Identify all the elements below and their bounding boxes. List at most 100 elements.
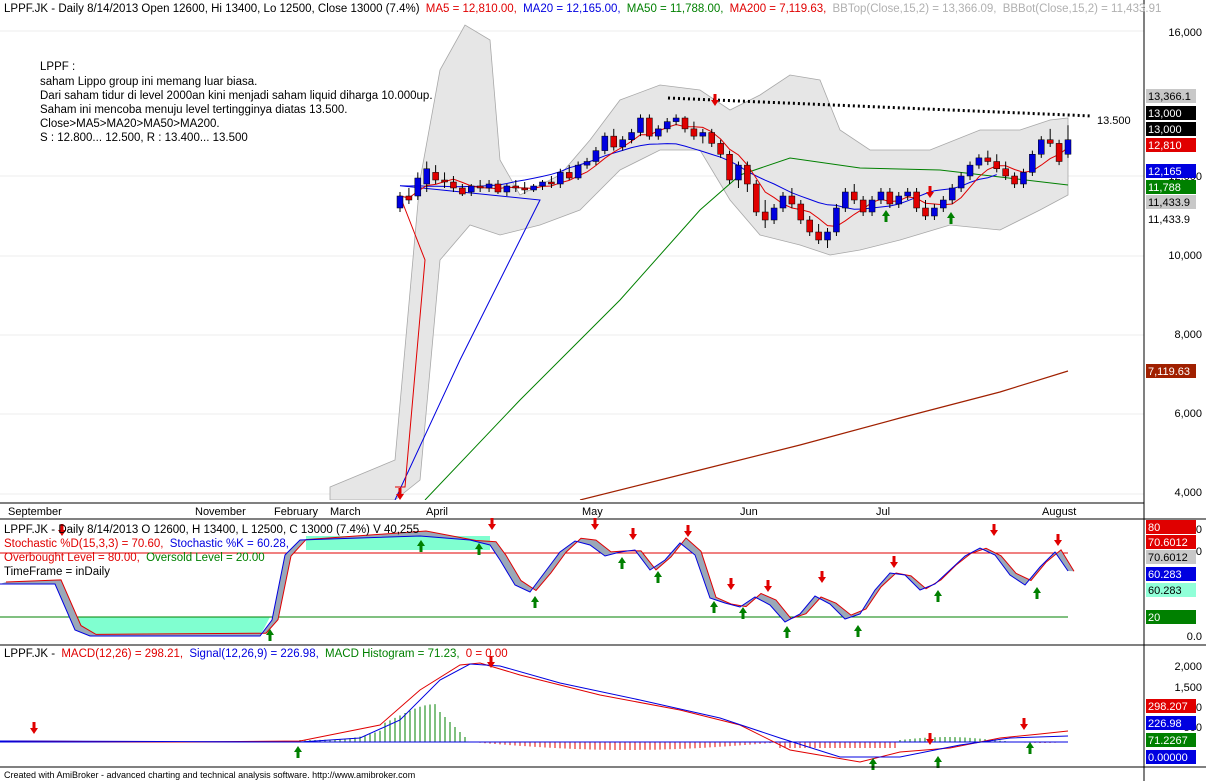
candle [637,114,644,137]
value-badge: 298.207 [1146,699,1196,713]
candle [815,224,822,244]
value-badge: 11,433.9 [1148,214,1190,226]
svg-text:12,165: 12,165 [1148,166,1182,178]
candle [842,188,849,212]
svg-text:60.283: 60.283 [1148,569,1182,581]
svg-text:11,433.9: 11,433.9 [1148,197,1190,209]
candle [717,139,724,158]
stoch-tick: 0.0 [1187,631,1202,643]
candle [1038,136,1045,158]
candle [948,184,956,204]
value-badge: 13,000 [1146,106,1196,120]
sell-arrow [711,94,719,106]
price-grid [0,0,1145,781]
candle [494,180,502,194]
stochastic-pane: LPPF.JK - Daily 8/14/2013 O 12600, H 134… [0,518,1206,643]
candle [557,168,564,188]
macd-sell-arrow [487,656,495,668]
candle [886,188,894,208]
value-badge: 12,810 [1146,138,1196,152]
candles [396,114,1072,248]
candle [646,114,653,140]
candle [975,154,983,169]
candle [726,150,733,184]
bbbot-legend: BBBot(Close,15,2) = 11,433.91 [1003,3,1162,15]
candle [761,200,769,228]
value-badge: 60.283 [1146,583,1196,597]
value-badge: 7,119.63 [1146,364,1196,378]
month-label: September [8,506,62,518]
ma5-legend: MA5 = 12,810.00, [426,3,517,15]
candle [993,154,1000,173]
value-badge: 20 [1146,610,1196,624]
stoch-buy-arrow [531,596,539,608]
value-badge: 71.2267 [1146,733,1196,747]
svg-text:13,366.1: 13,366.1 [1148,91,1191,103]
stoch-buy-arrow [739,607,747,619]
candle [565,165,573,180]
ma200-legend: MA200 = 7,119.63, [730,3,827,15]
candle [1011,172,1018,188]
value-badge: 13,000 [1146,122,1196,136]
candle [476,180,484,192]
candle [485,180,493,192]
stoch-tick: 0 [1196,546,1202,558]
price-header: LPPF.JK - Daily 8/14/2013 Open 12600, Hi… [4,3,1161,15]
candle [530,184,537,192]
stoch-d-line [5,530,1075,635]
candle [628,128,635,144]
candle [459,184,466,196]
candle [850,184,858,204]
candle [904,188,911,200]
stoch-sell-arrow [727,578,735,590]
macd-signal-line [0,663,1069,758]
candle [1020,168,1027,188]
candle [548,176,555,188]
candle [396,192,404,212]
svg-text:13,000: 13,000 [1148,108,1182,120]
candle [512,180,520,192]
stoch-buy-arrow [934,590,942,602]
svg-text:60.283: 60.283 [1148,585,1182,597]
ma50-legend: MA50 = 11,788.00, [627,3,724,15]
value-badge: 70.6012 [1146,535,1196,549]
price-tick: 4,000 [1174,487,1202,499]
svg-text:7,119.63: 7,119.63 [1148,366,1190,378]
macd-buy-arrow [1026,742,1034,754]
candle [1046,128,1054,147]
candle [788,188,796,208]
candle [895,192,903,208]
stoch-buy-arrow [710,601,718,613]
stoch-buy-arrow [266,629,274,641]
candle [423,161,430,192]
candle [521,182,528,194]
note-line: Saham ini mencoba menuju level tertinggi… [40,104,348,116]
month-label: August [1042,506,1076,518]
candle [806,216,813,236]
month-label: Jul [876,506,890,518]
candle [859,196,867,216]
candle [957,172,965,192]
stoch-legend: Stochastic %D(15,3,3) = 70.60, Stochasti… [4,538,289,550]
svg-text:70.6012: 70.6012 [1148,537,1188,549]
month-label: March [330,506,361,518]
value-badge: 13,366.1 [1146,89,1196,103]
stoch-oversold-fill [70,617,270,636]
candle [574,161,582,180]
macd-line [0,662,1069,763]
value-badge: 60.283 [1146,567,1196,581]
sell-arrow [926,186,934,198]
candle [708,128,715,147]
stoch-buy-arrow [417,540,425,552]
svg-text:298.207: 298.207 [1148,701,1188,713]
candle [1064,125,1072,158]
stoch-sell-arrow [684,525,692,537]
candle [690,121,698,140]
candle [450,176,457,192]
candle [984,150,992,166]
buy-arrow [882,210,890,222]
candle [503,184,511,196]
value-badge: 226.98 [1146,716,1196,730]
svg-text:13,000: 13,000 [1148,124,1182,136]
